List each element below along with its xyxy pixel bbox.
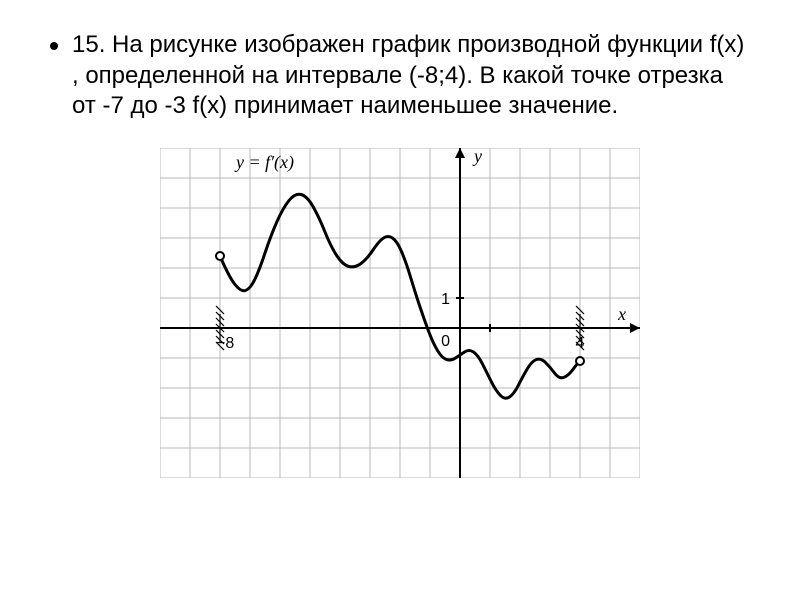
svg-text:y = f′(x): y = f′(x)	[234, 152, 294, 173]
svg-text:−8: −8	[216, 335, 234, 352]
svg-text:4: 4	[576, 335, 585, 352]
problem-row: 15. На рисунке изображен график производ…	[50, 30, 750, 122]
svg-text:y: y	[472, 148, 482, 166]
problem-text: 15. На рисунке изображен график производ…	[72, 30, 750, 122]
svg-text:0: 0	[441, 333, 450, 350]
problem-number: 15.	[72, 31, 105, 58]
svg-text:x: x	[617, 304, 626, 324]
derivative-chart: −8 4 1 0 y x y = f′(x)	[160, 148, 640, 478]
bullet-icon	[50, 42, 58, 50]
problem-body: На рисунке изображен график производной …	[72, 31, 744, 119]
slide: 15. На рисунке изображен график производ…	[0, 0, 800, 600]
svg-text:1: 1	[441, 291, 450, 308]
chart-container: −8 4 1 0 y x y = f′(x)	[50, 148, 750, 478]
